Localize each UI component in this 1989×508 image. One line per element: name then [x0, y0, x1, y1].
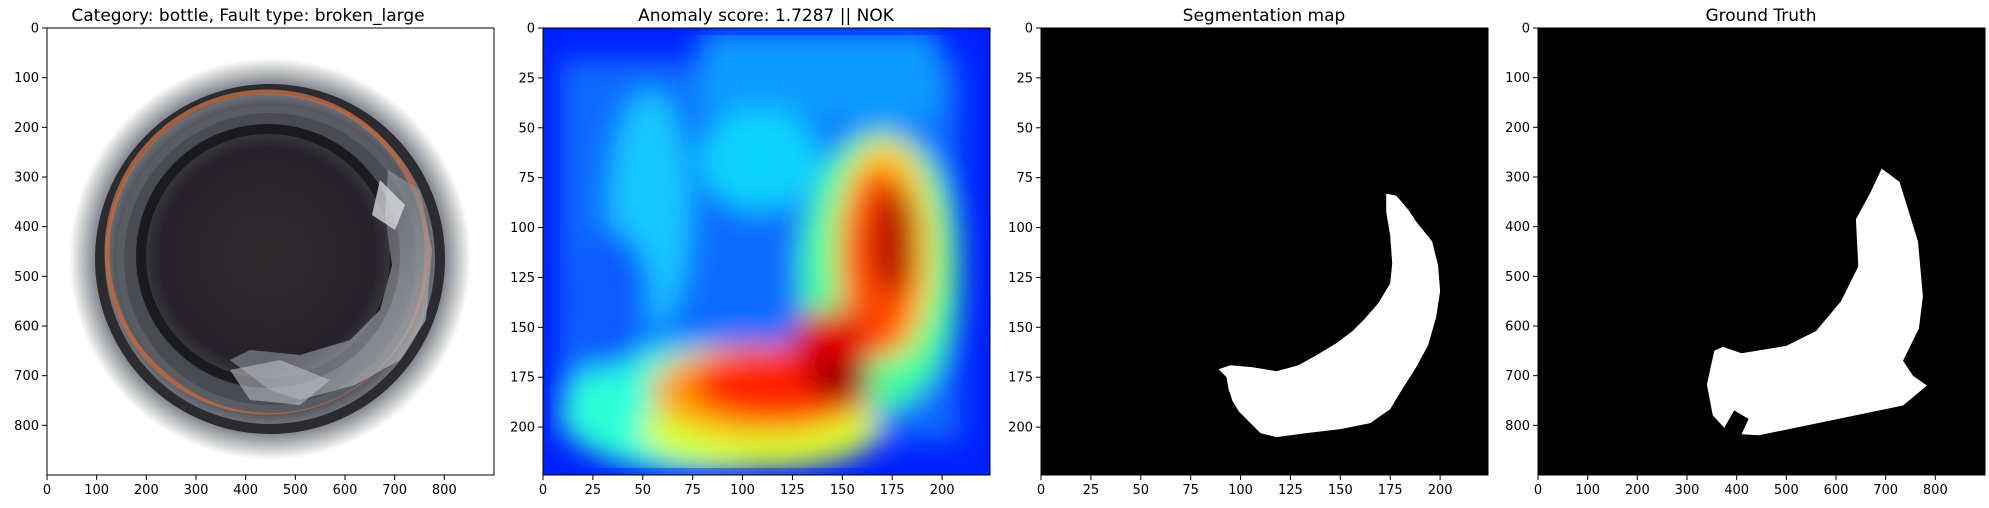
- y-tick-label: 75: [1016, 171, 1033, 186]
- x-tick-label: 25: [585, 483, 602, 498]
- bottle-image: [47, 28, 494, 475]
- x-tick-label: 100: [84, 483, 109, 498]
- anomaly-heatmap: [543, 28, 990, 475]
- x-tick-label: 200: [1625, 483, 1650, 498]
- panel-1-axes: 0 100 200 300 400 500 600 700 800 0 100 200 300 400 50…: [14, 22, 495, 498]
- x-tick-label: 600: [333, 483, 358, 498]
- axes-frame: [542, 27, 991, 476]
- y-tick-label: 200: [1008, 421, 1033, 436]
- x-tick-label: 100: [1575, 483, 1600, 498]
- panel-1-title: Category: bottle, Fault type: broken_lar…: [71, 6, 424, 26]
- x-tick-label: 600: [1824, 483, 1849, 498]
- y-tick-label: 175: [1008, 371, 1033, 386]
- y-tick-label: 175: [510, 371, 535, 386]
- y-tick-label: 700: [14, 369, 39, 384]
- x-tick-label: 150: [1328, 483, 1353, 498]
- y-tick-label: 800: [1505, 419, 1530, 434]
- y-tick-label: 200: [510, 421, 535, 436]
- y-tick-label: 400: [1505, 220, 1530, 235]
- x-tick-label: 400: [233, 483, 258, 498]
- axes-frame: [46, 27, 495, 476]
- panel-2-title: Anomaly score: 1.7287 || NOK: [638, 6, 895, 26]
- x-tick-label: 0: [539, 483, 547, 498]
- y-tick-label: 50: [518, 121, 535, 136]
- y-tick-label: 400: [14, 220, 39, 235]
- x-tick-label: 200: [930, 483, 955, 498]
- segmentation-mask: [1218, 193, 1441, 438]
- axes-frame: [1537, 27, 1986, 476]
- y-tick-label: 125: [1008, 271, 1033, 286]
- x-tick-label: 175: [1378, 483, 1403, 498]
- x-tick-label: 75: [1182, 483, 1199, 498]
- segmentation-map: [1041, 28, 1488, 475]
- x-tick-label: 150: [830, 483, 855, 498]
- x-tick-label: 700: [382, 483, 407, 498]
- y-tick-label: 0: [31, 22, 39, 37]
- y-tick-label: 100: [1505, 71, 1530, 86]
- x-tick-label: 0: [1534, 483, 1542, 498]
- panel-4-title: Ground Truth: [1705, 6, 1816, 26]
- x-tick-label: 200: [134, 483, 159, 498]
- y-tick-label: 0: [1025, 22, 1033, 37]
- y-tick-label: 700: [1505, 369, 1530, 384]
- y-tick-label: 0: [527, 22, 535, 37]
- x-tick-label: 400: [1724, 483, 1749, 498]
- x-tick-label: 800: [432, 483, 457, 498]
- y-tick-label: 0: [1522, 22, 1530, 37]
- x-tick-label: 500: [283, 483, 308, 498]
- panel-1: Category: bottle, Fault type: broken_lar…: [14, 6, 495, 498]
- x-tick-label: 500: [1774, 483, 1799, 498]
- panel-3-title: Segmentation map: [1183, 6, 1346, 26]
- y-tick-label: 200: [1505, 121, 1530, 136]
- x-tick-label: 700: [1873, 483, 1898, 498]
- y-tick-label: 25: [518, 71, 535, 86]
- y-tick-label: 50: [1016, 121, 1033, 136]
- x-tick-label: 125: [1278, 483, 1303, 498]
- ground-truth-map: [1538, 28, 1985, 475]
- x-tick-label: 125: [780, 483, 805, 498]
- panel-2-axes: 0 25 50 75 100 125 150 175 200 0 25 50 75 100 125 150 17…: [510, 22, 991, 498]
- x-tick-label: 200: [1428, 483, 1453, 498]
- y-tick-label: 200: [14, 121, 39, 136]
- y-tick-label: 75: [518, 171, 535, 186]
- y-tick-label: 300: [14, 171, 39, 186]
- panel-2: Anomaly score: 1.7287 || NOK: [510, 6, 991, 498]
- y-tick-label: 100: [1008, 221, 1033, 236]
- x-tick-label: 75: [684, 483, 701, 498]
- y-tick-label: 500: [14, 270, 39, 285]
- ground-truth-mask: [1706, 168, 1927, 436]
- x-tick-label: 300: [184, 483, 209, 498]
- panel-4-axes: 0 100 200 300 400 500 600 700 800 0 100 200 300 400 50…: [1505, 22, 1986, 498]
- x-tick-label: 50: [635, 483, 652, 498]
- y-tick-label: 125: [510, 271, 535, 286]
- y-tick-label: 500: [1505, 270, 1530, 285]
- x-tick-label: 0: [43, 483, 51, 498]
- y-tick-label: 25: [1016, 71, 1033, 86]
- x-tick-label: 50: [1133, 483, 1150, 498]
- panel-3-axes: 0 25 50 75 100 125 150 175 200 0 25 50 75 100 125 150 17…: [1008, 22, 1489, 498]
- axes-frame: [1040, 27, 1489, 476]
- x-tick-label: 300: [1675, 483, 1700, 498]
- y-tick-label: 600: [1505, 320, 1530, 335]
- x-tick-label: 800: [1923, 483, 1948, 498]
- panel-4: Ground Truth 0 100 200 300 400 500 600 700 800 0 1…: [1505, 6, 1986, 498]
- x-tick-label: 175: [880, 483, 905, 498]
- panel-3: Segmentation map 0 25 50 75 100 125 150 175 2000…: [1008, 6, 1489, 498]
- y-tick-label: 800: [14, 419, 39, 434]
- y-tick-label: 100: [14, 71, 39, 86]
- y-tick-label: 150: [510, 321, 535, 336]
- y-tick-label: 150: [1008, 321, 1033, 336]
- x-tick-label: 100: [1228, 483, 1253, 498]
- x-tick-label: 0: [1037, 483, 1045, 498]
- x-tick-label: 25: [1083, 483, 1100, 498]
- y-tick-label: 100: [510, 221, 535, 236]
- x-tick-label: 100: [730, 483, 755, 498]
- y-tick-label: 300: [1505, 171, 1530, 186]
- y-tick-label: 600: [14, 320, 39, 335]
